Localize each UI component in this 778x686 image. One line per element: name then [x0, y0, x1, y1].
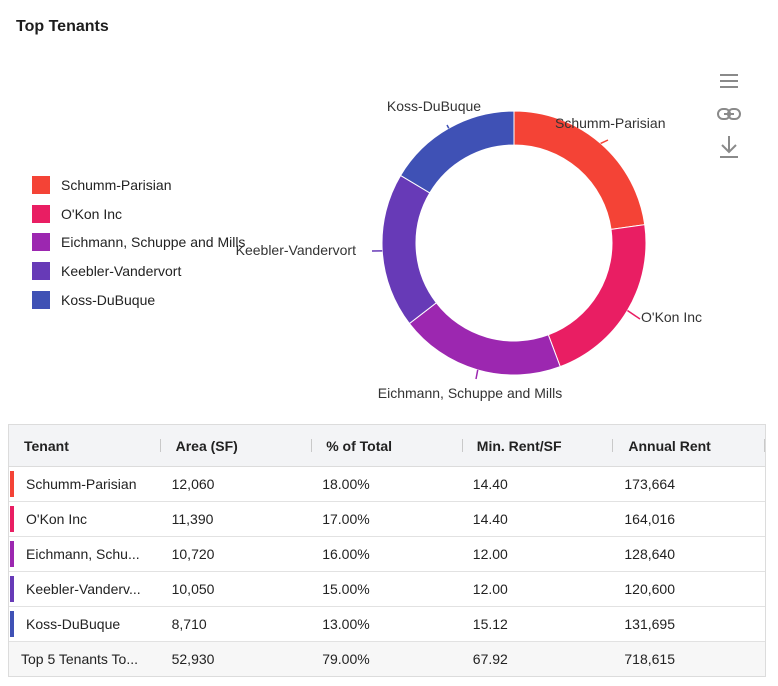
- cell-min-rent: 14.40: [472, 476, 508, 492]
- cell-min-rent: 15.12: [472, 616, 508, 632]
- download-button[interactable]: [714, 132, 744, 162]
- row-color-bar: [10, 611, 14, 637]
- menu-button[interactable]: [714, 66, 744, 96]
- chart-legend: Schumm-Parisian O'Kon Inc Eichmann, Schu…: [32, 175, 245, 318]
- cell-pct: 17.00%: [322, 511, 370, 527]
- col-header-annual-rent[interactable]: Annual Rent: [613, 425, 765, 466]
- cell-total-area: 52,930: [171, 651, 215, 667]
- tenant-name: Koss-DuBuque: [26, 616, 121, 632]
- cell-total-annual-rent: 718,615: [624, 651, 675, 667]
- cell-tenant: Koss-DuBuque: [9, 607, 161, 641]
- legend-label: Eichmann, Schuppe and Mills: [61, 234, 246, 251]
- row-color-bar: [10, 506, 14, 532]
- cell-area: 8,710: [171, 616, 207, 632]
- cell-total-pct: 79.00%: [322, 651, 370, 667]
- table-row[interactable]: Koss-DuBuque 8,710 13.00% 15.12 131,695: [9, 607, 765, 642]
- page-title: Top Tenants: [16, 18, 109, 35]
- donut-slice-keebler-vandervort[interactable]: [381, 174, 438, 325]
- label-leader-line: [600, 139, 609, 145]
- donut-slice-o-kon-inc[interactable]: [547, 224, 647, 368]
- tenant-name: Schumm-Parisian: [26, 476, 137, 492]
- cell-total-label: Top 5 Tenants To...: [9, 642, 161, 676]
- legend-label: Koss-DuBuque: [61, 291, 156, 308]
- download-icon: [720, 136, 738, 158]
- legend-item-okon-inc[interactable]: O'Kon Inc: [32, 204, 245, 224]
- table-row[interactable]: Keebler-Vanderv... 10,050 15.00% 12.00 1…: [9, 572, 765, 607]
- col-header-pct[interactable]: % of Total: [312, 425, 463, 466]
- table-row[interactable]: O'Kon Inc 11,390 17.00% 14.40 164,016: [9, 502, 765, 537]
- col-header-min-rent[interactable]: Min. Rent/SF: [463, 425, 614, 466]
- table-row[interactable]: Eichmann, Schu... 10,720 16.00% 12.00 12…: [9, 537, 765, 572]
- link-icon: [717, 108, 741, 120]
- legend-label: Schumm-Parisian: [61, 177, 172, 193]
- legend-swatch: [32, 290, 50, 309]
- legend-item-koss-dubuque[interactable]: Koss-DuBuque: [32, 290, 245, 310]
- cell-tenant: O'Kon Inc: [9, 502, 161, 536]
- tenant-name: Keebler-Vanderv...: [26, 581, 141, 597]
- cell-min-rent: 12.00: [472, 581, 508, 597]
- cell-tenant: Eichmann, Schu...: [9, 537, 161, 571]
- cell-pct: 13.00%: [322, 616, 370, 632]
- slice-data-label: Koss-DuBuque: [387, 98, 481, 114]
- tenant-name: O'Kon Inc: [26, 511, 88, 527]
- legend-label: Keebler-Vandervort: [61, 263, 182, 280]
- row-color-bar: [10, 471, 14, 497]
- slice-data-label: Keebler-Vandervort: [236, 242, 356, 258]
- legend-item-schumm-parisian[interactable]: Schumm-Parisian: [32, 175, 245, 195]
- cell-annual-rent: 173,664: [624, 476, 675, 492]
- cell-total-min-rent: 67.92: [472, 651, 508, 667]
- cell-pct: 18.00%: [322, 476, 370, 492]
- table-total-row: Top 5 Tenants To... 52,930 79.00% 67.92 …: [9, 642, 765, 676]
- legend-label: O'Kon Inc: [61, 205, 123, 222]
- donut-slice-koss-dubuque[interactable]: [399, 110, 515, 194]
- table-row[interactable]: Schumm-Parisian 12,060 18.00% 14.40 173,…: [9, 467, 765, 502]
- cell-tenant: Keebler-Vanderv...: [9, 572, 161, 606]
- legend-swatch: [32, 233, 50, 252]
- cell-min-rent: 14.40: [472, 511, 508, 527]
- label-leader-line: [446, 124, 450, 129]
- menu-icon: [720, 74, 738, 88]
- cell-area: 12,060: [171, 476, 215, 492]
- col-header-area[interactable]: Area (SF): [161, 425, 313, 466]
- row-color-bar: [10, 576, 14, 602]
- cell-annual-rent: 164,016: [624, 511, 675, 527]
- link-button[interactable]: [714, 99, 744, 129]
- slice-data-label: Schumm-Parisian: [555, 115, 665, 131]
- slice-data-label: Eichmann, Schuppe and Mills: [378, 385, 562, 401]
- cell-annual-rent: 120,600: [624, 581, 675, 597]
- donut-chart: Schumm-Parisian O'Kon Inc Eichmann, Schupp…: [236, 98, 702, 401]
- cell-area: 10,050: [171, 581, 215, 597]
- table-header: Tenant Area (SF) % of Total Min. Rent/SF…: [9, 425, 765, 467]
- cell-area: 11,390: [171, 511, 214, 527]
- row-color-bar: [10, 541, 14, 567]
- legend-swatch: [32, 262, 50, 281]
- label-leader-line: [475, 369, 479, 380]
- label-leader-line: [627, 309, 641, 320]
- total-label: Top 5 Tenants To...: [21, 651, 139, 667]
- donut-slice-eichmann-schuppe-and-mills[interactable]: [408, 302, 561, 376]
- legend-swatch: [32, 176, 50, 194]
- chart-toolbar: [714, 66, 744, 165]
- col-header-tenant[interactable]: Tenant: [9, 425, 161, 466]
- legend-item-keebler[interactable]: Keebler-Vandervort: [32, 261, 245, 281]
- cell-pct: 15.00%: [322, 581, 370, 597]
- legend-swatch: [32, 204, 50, 223]
- tenants-table: Tenant Area (SF) % of Total Min. Rent/SF…: [8, 424, 766, 677]
- cell-annual-rent: 128,640: [624, 546, 675, 562]
- cell-pct: 16.00%: [322, 546, 370, 562]
- cell-annual-rent: 131,695: [624, 616, 675, 632]
- legend-item-eichmann[interactable]: Eichmann, Schuppe and Mills: [32, 232, 245, 252]
- tenant-name: Eichmann, Schu...: [26, 546, 140, 562]
- cell-min-rent: 12.00: [472, 546, 508, 562]
- slice-data-label: O'Kon Inc: [641, 309, 702, 325]
- cell-area: 10,720: [171, 546, 215, 562]
- cell-tenant: Schumm-Parisian: [9, 467, 161, 501]
